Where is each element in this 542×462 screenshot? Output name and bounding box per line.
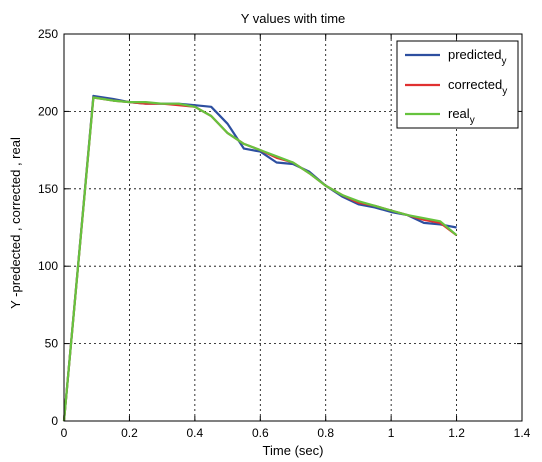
x-tick-label: 0 [61, 426, 68, 440]
y-tick-label: 150 [38, 182, 58, 196]
series-line-real [62, 96, 458, 422]
x-tick-label: 1.4 [514, 426, 531, 440]
x-tick-label: 0.4 [187, 426, 204, 440]
y-axis-label: Y -predected , corrected , real [8, 137, 23, 309]
x-tick-label: 0.6 [252, 426, 269, 440]
y-tick-label: 200 [38, 104, 58, 118]
y-tick-label: 250 [38, 27, 58, 41]
x-axis-label: Time (sec) [263, 443, 324, 458]
x-tick-label: 0.8 [317, 426, 334, 440]
chart-title: Y values with time [241, 11, 346, 26]
y-tick-label: 100 [38, 259, 58, 273]
plot-series [62, 94, 458, 422]
x-tick-label: 1 [388, 426, 395, 440]
plot-area [63, 33, 523, 422]
x-tick-label: 1.2 [448, 426, 465, 440]
y-tick-label: 50 [45, 337, 59, 351]
y-tick-label: 0 [51, 414, 58, 428]
axis-ticks: 0 0.2 0.4 0.6 0.8 1 1.2 1.4 0 50 100 150 200 250 [38, 27, 531, 440]
x-tick-label: 0.2 [121, 426, 138, 440]
